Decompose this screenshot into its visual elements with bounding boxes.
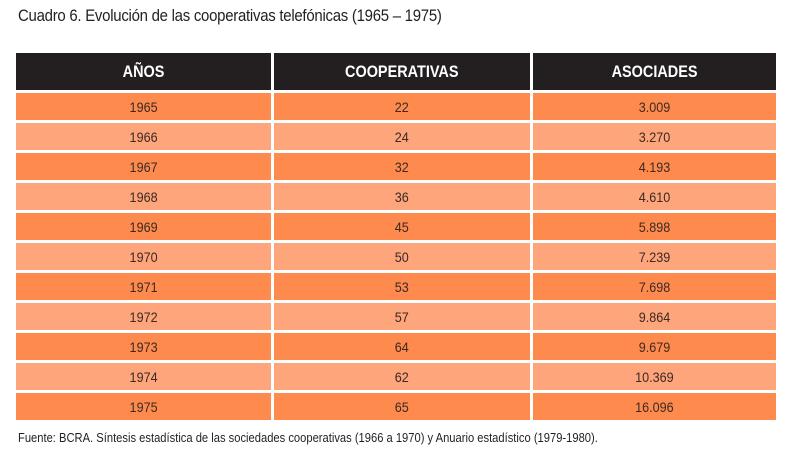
column-members: ASOCIADES 3.009 3.270 4.193 4.610 5.898 7.239…	[533, 53, 776, 423]
table-cell: 9.679	[533, 333, 776, 360]
table-cell: 9.864	[533, 303, 776, 330]
table-cell: 5.898	[533, 213, 776, 240]
table-cell: 16.096	[533, 393, 776, 420]
table-cell: 50	[274, 243, 530, 270]
table-cell: 64	[274, 333, 530, 360]
table-cell: 1974	[16, 363, 271, 390]
table-cell: 36	[274, 183, 530, 210]
table-cell: 1969	[16, 213, 271, 240]
table-cell: 7.239	[533, 243, 776, 270]
table-cell: 1966	[16, 123, 271, 150]
table-title: Cuadro 6. Evolución de las cooperativas …	[18, 6, 442, 25]
table-cell: 1968	[16, 183, 271, 210]
table-cell: 3.270	[533, 123, 776, 150]
table-cell: 1972	[16, 303, 271, 330]
column-header-years: AÑOS	[16, 53, 271, 90]
table-cell: 4.610	[533, 183, 776, 210]
table-cell: 65	[274, 393, 530, 420]
table-cell: 10.369	[533, 363, 776, 390]
table-cell: 1971	[16, 273, 271, 300]
table-cell: 1967	[16, 153, 271, 180]
table-cell: 1965	[16, 93, 271, 120]
column-years: AÑOS 1965 1966 1967 1968 1969 1970 1971 1972 197…	[16, 53, 271, 423]
column-cooperatives: COOPERATIVAS 22 24 32 36 45 50 53 57 64 62 65	[274, 53, 530, 423]
table-cell: 62	[274, 363, 530, 390]
column-header-cooperatives: COOPERATIVAS	[274, 53, 530, 90]
table-cell: 45	[274, 213, 530, 240]
table-cell: 53	[274, 273, 530, 300]
table-cell: 22	[274, 93, 530, 120]
table-cell: 32	[274, 153, 530, 180]
table-cell: 7.698	[533, 273, 776, 300]
source-note: Fuente: BCRA. Síntesis estadística de la…	[18, 430, 598, 445]
table-cell: 1973	[16, 333, 271, 360]
table-cell: 4.193	[533, 153, 776, 180]
table-cell: 1970	[16, 243, 271, 270]
table-cell: 1975	[16, 393, 271, 420]
table-cell: 57	[274, 303, 530, 330]
table-cell: 24	[274, 123, 530, 150]
column-header-members: ASOCIADES	[533, 53, 776, 90]
table-cell: 3.009	[533, 93, 776, 120]
